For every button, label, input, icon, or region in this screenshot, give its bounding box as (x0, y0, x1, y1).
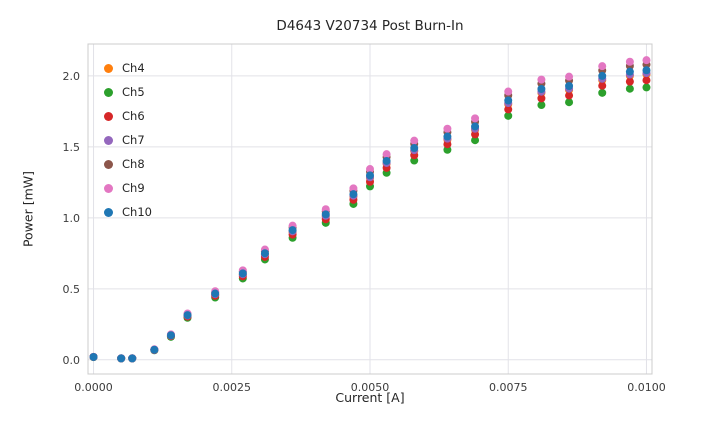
scatter-point-ch9 (349, 184, 358, 193)
scatter-point-ch10 (642, 66, 651, 75)
legend-marker-icon (104, 135, 113, 145)
scatter-point-ch10 (260, 249, 269, 258)
y-tick-label: 1.5 (63, 141, 81, 154)
y-tick-label: 0.0 (63, 354, 81, 367)
legend-label: Ch9 (122, 181, 145, 195)
legend-item-ch7: Ch7 (104, 128, 152, 152)
legend-label: Ch5 (122, 85, 145, 99)
scatter-point-ch9 (471, 114, 480, 123)
legend-marker-icon (104, 159, 113, 169)
x-tick-label: 0.0025 (213, 381, 252, 394)
scatter-point-ch9 (410, 136, 419, 145)
scatter-point-ch6 (565, 91, 574, 100)
scatter-point-ch10 (150, 345, 159, 354)
scatter-point-ch10 (89, 352, 98, 361)
x-axis-label: Current [A] (335, 390, 405, 405)
legend-marker-icon (104, 87, 113, 97)
legend-marker-icon (104, 63, 113, 73)
scatter-point-ch5 (625, 84, 634, 93)
scatter-point-ch6 (471, 130, 480, 139)
scatter-point-ch9 (565, 72, 574, 81)
legend-item-ch4: Ch4 (104, 56, 152, 80)
legend-marker-icon (104, 207, 113, 217)
scatter-point-ch10 (537, 84, 546, 93)
scatter-point-ch10 (349, 190, 358, 199)
legend-marker-icon (104, 111, 113, 121)
legend-item-ch5: Ch5 (104, 80, 152, 104)
scatter-point-ch5 (443, 145, 452, 154)
scatter-point-ch6 (625, 77, 634, 86)
scatter-point-ch9 (642, 56, 651, 65)
legend-label: Ch8 (122, 157, 145, 171)
x-tick-label: 0.0075 (489, 381, 528, 394)
scatter-point-ch10 (366, 171, 374, 180)
legend-label: Ch4 (122, 61, 145, 75)
scatter-point-ch10 (565, 82, 574, 91)
scatter-point-ch9 (598, 62, 607, 71)
scatter-point-ch6 (537, 94, 546, 103)
scatter-point-ch9 (504, 87, 513, 96)
scatter-point-ch5 (565, 98, 574, 107)
scatter-point-ch6 (642, 76, 651, 85)
scatter-point-ch5 (471, 136, 480, 145)
y-tick-label: 0.5 (63, 283, 81, 296)
scatter-point-ch6 (443, 140, 452, 149)
scatter-point-ch10 (471, 122, 480, 131)
legend-item-ch8: Ch8 (104, 152, 152, 176)
scatter-point-ch9 (625, 57, 634, 66)
x-tick-label: 0.0100 (627, 381, 666, 394)
scatter-point-ch5 (537, 101, 546, 110)
scatter-point-ch6 (598, 81, 607, 90)
scatter-point-ch10 (598, 71, 607, 80)
legend-item-ch9: Ch9 (104, 176, 152, 200)
scatter-point-ch9 (366, 165, 374, 174)
legend-label: Ch10 (122, 205, 152, 219)
chart-title: D4643 V20734 Post Burn-In (276, 18, 464, 34)
legend-label: Ch7 (122, 133, 145, 147)
scatter-point-ch10 (238, 269, 247, 278)
scatter-point-ch9 (537, 75, 546, 84)
scatter-point-ch10 (183, 311, 192, 320)
scatter-point-ch10 (321, 210, 330, 219)
y-tick-label: 2.0 (63, 70, 81, 83)
x-tick-label: 0.0000 (74, 381, 113, 394)
scatter-point-ch5 (504, 111, 513, 120)
legend-item-ch6: Ch6 (104, 104, 152, 128)
scatter-point-ch6 (504, 105, 513, 114)
x-tick-label: 0.0050 (351, 381, 390, 394)
scatter-point-ch10 (443, 132, 452, 141)
scatter-point-ch10 (410, 144, 419, 153)
scatter-point-ch10 (211, 289, 220, 298)
scatter-point-ch10 (128, 354, 137, 363)
scatter-point-ch10 (504, 96, 513, 105)
scatter-point-ch10 (288, 226, 297, 235)
scatter-point-ch10 (625, 67, 634, 76)
plot-border (87, 43, 653, 375)
scatter-point-ch9 (443, 124, 452, 133)
y-axis-label: Power [mW] (20, 170, 36, 248)
scatter-point-ch10 (117, 354, 126, 363)
scatter-point-ch10 (166, 331, 175, 340)
legend-label: Ch6 (122, 109, 145, 123)
legend-marker-icon (104, 183, 113, 193)
legend-item-ch10: Ch10 (104, 200, 152, 224)
scatter-point-ch5 (642, 83, 651, 92)
scatter-point-ch9 (382, 150, 391, 159)
y-tick-label: 1.0 (63, 212, 81, 225)
scatter-point-ch5 (598, 88, 607, 97)
legend: Ch4 Ch5 Ch6 Ch7 Ch8 Ch9 Ch10 (104, 56, 152, 224)
scatter-point-ch10 (382, 156, 391, 165)
